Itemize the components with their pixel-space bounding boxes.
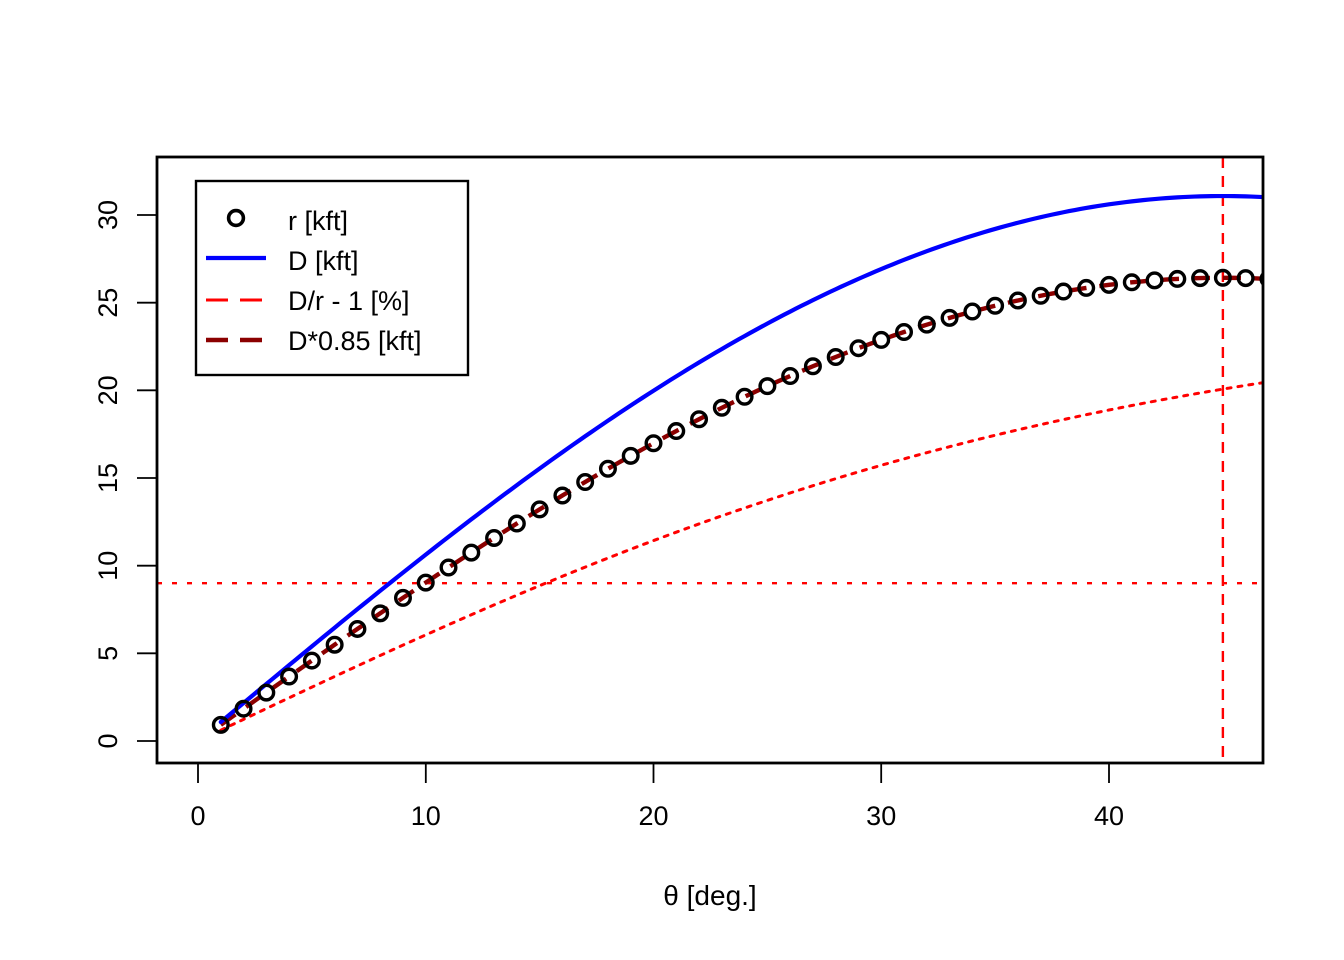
svg-text:40: 40 (1094, 801, 1124, 831)
svg-text:25: 25 (93, 288, 123, 318)
svg-text:0: 0 (93, 733, 123, 748)
svg-text:10: 10 (93, 551, 123, 581)
svg-text:5: 5 (93, 646, 123, 661)
svg-text:r [kft]: r [kft] (288, 206, 348, 236)
svg-text:30: 30 (866, 801, 896, 831)
svg-text:D*0.85 [kft]: D*0.85 [kft] (288, 326, 422, 356)
svg-text:30: 30 (93, 200, 123, 230)
svg-text:10: 10 (411, 801, 441, 831)
svg-text:D [kft]: D [kft] (288, 246, 359, 276)
svg-text:20: 20 (638, 801, 668, 831)
svg-text:θ [deg.]: θ [deg.] (663, 880, 756, 911)
svg-text:15: 15 (93, 463, 123, 493)
svg-text:20: 20 (93, 375, 123, 405)
svg-text:D/r - 1 [%]: D/r - 1 [%] (288, 286, 410, 316)
svg-text:0: 0 (190, 801, 205, 831)
